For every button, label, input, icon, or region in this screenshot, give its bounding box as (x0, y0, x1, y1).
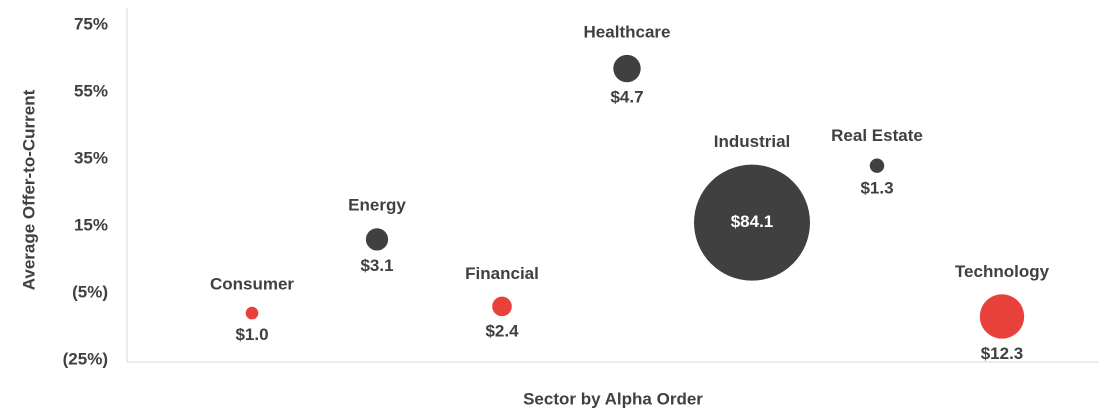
size-label: $84.1 (731, 212, 774, 231)
y-tick-label: (5%) (72, 282, 108, 301)
y-tick-label: (25%) (63, 349, 108, 368)
category-label: Financial (465, 264, 539, 283)
category-label: Real Estate (831, 126, 923, 145)
category-label: Consumer (210, 274, 294, 293)
x-axis-label: Sector by Alpha Order (523, 389, 703, 408)
category-label: Healthcare (584, 22, 671, 41)
bubble (245, 306, 259, 320)
y-axis-label: Average Offer-to-Current (19, 89, 38, 290)
y-tick-label: 15% (74, 215, 108, 234)
category-label: Technology (955, 262, 1050, 281)
size-label: $12.3 (981, 344, 1024, 363)
bubble (492, 296, 512, 317)
size-label: $1.3 (860, 178, 893, 197)
size-label: $1.0 (235, 325, 268, 344)
bubble (979, 294, 1025, 339)
y-tick-label: 55% (74, 81, 108, 100)
category-label: Industrial (714, 132, 791, 151)
y-tick-label: 75% (74, 14, 108, 33)
bubble (869, 158, 885, 173)
size-label: $2.4 (485, 322, 519, 341)
size-label: $4.7 (610, 88, 643, 107)
size-label: $3.1 (360, 256, 393, 275)
bubble (613, 54, 641, 83)
bubble (694, 164, 810, 281)
y-tick-label: 35% (74, 148, 108, 167)
bubble (365, 228, 389, 251)
category-label: Energy (348, 196, 406, 215)
